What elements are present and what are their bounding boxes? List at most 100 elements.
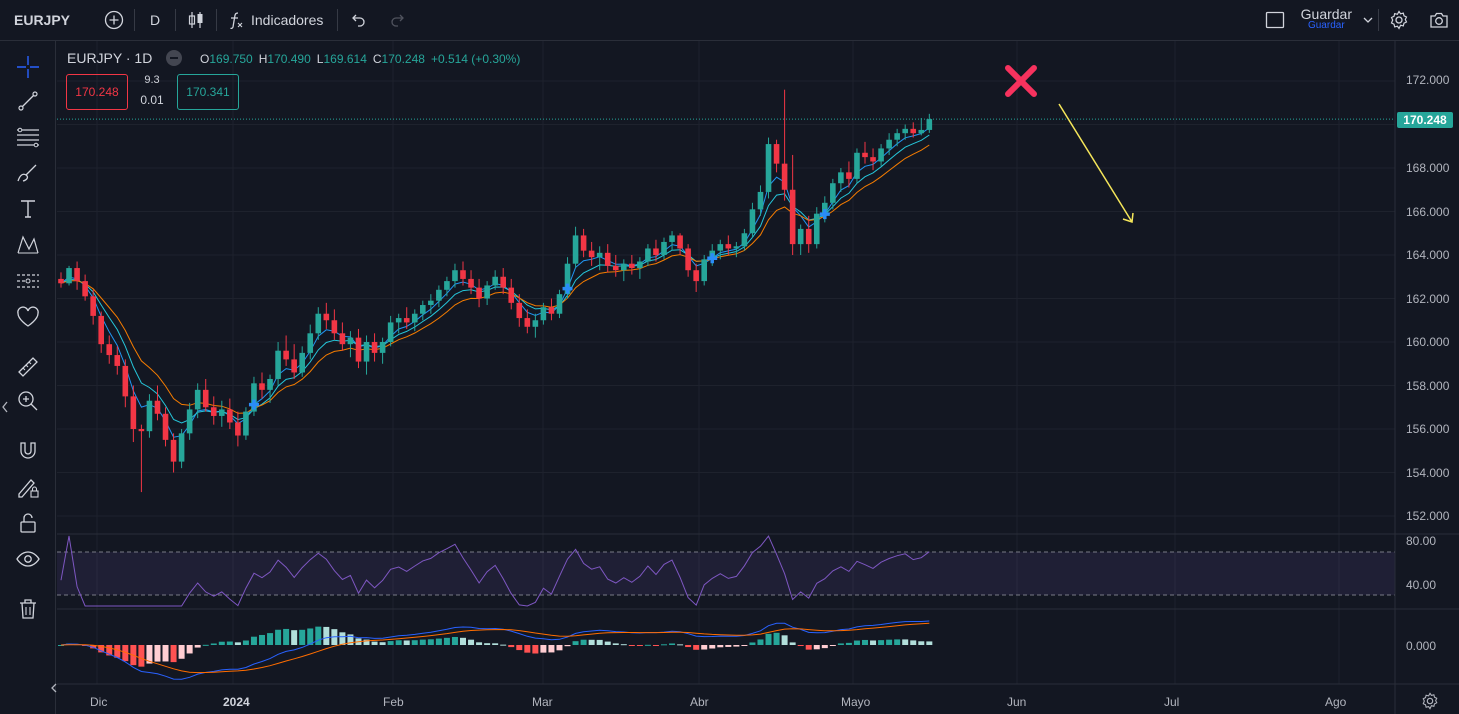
candle-body xyxy=(926,119,933,130)
trend-line-tool[interactable] xyxy=(10,85,46,117)
collapse-toolbar-button[interactable] xyxy=(0,397,10,417)
macd-histogram-bar xyxy=(701,645,708,650)
macd-histogram-bar xyxy=(805,645,812,650)
chart-canvas[interactable] xyxy=(57,41,1459,714)
remove-drawings-tool[interactable] xyxy=(10,593,46,625)
pencil-lock-icon xyxy=(18,479,39,498)
pattern-tool[interactable] xyxy=(10,229,46,261)
macd-histogram-bar xyxy=(387,641,394,645)
macd-histogram-bar xyxy=(186,645,193,654)
macd-histogram-bar xyxy=(500,644,507,646)
macd-histogram-bar xyxy=(845,642,852,645)
prediction-tool[interactable] xyxy=(10,265,46,297)
candle-body xyxy=(621,263,627,271)
macd-histogram-bar xyxy=(323,626,330,645)
crosshair-tool[interactable] xyxy=(10,51,46,83)
drawings[interactable] xyxy=(1005,65,1134,224)
candle-body xyxy=(411,313,418,323)
macd-histogram-bar xyxy=(98,645,105,653)
macd-histogram-bar xyxy=(170,645,177,663)
chart-legend-title[interactable]: EURJPY · 1D xyxy=(67,50,153,66)
price-tick: 172.000 xyxy=(1406,73,1450,87)
macd-histogram-bar xyxy=(299,629,306,645)
settings-button[interactable] xyxy=(1379,0,1419,41)
top-toolbar: EURJPY D Indicadores Guardar Guardar xyxy=(0,0,1459,41)
macd-histogram-bar xyxy=(612,643,619,645)
candle-body xyxy=(74,268,80,282)
candle-body xyxy=(781,163,788,190)
open-label: O xyxy=(200,52,210,66)
fib-tool[interactable] xyxy=(10,121,46,153)
macd-histogram-bar xyxy=(733,645,740,647)
candle-body xyxy=(733,246,740,249)
chart-type-button[interactable] xyxy=(176,0,216,41)
save-button[interactable]: Guardar Guardar xyxy=(1295,0,1358,41)
macd-histogram-bar xyxy=(154,645,161,662)
undo-button[interactable] xyxy=(338,0,378,41)
zoom-tool[interactable] xyxy=(10,385,46,417)
brush-tool[interactable] xyxy=(10,157,46,189)
measure-tool[interactable] xyxy=(10,351,46,383)
candle-body xyxy=(323,313,330,321)
favorites-tool[interactable] xyxy=(10,301,46,333)
macd-histogram-bar xyxy=(894,639,901,645)
text-tool[interactable] xyxy=(10,193,46,225)
macd-histogram-bar xyxy=(508,645,515,648)
chevron-left-icon xyxy=(51,683,57,693)
candle-body xyxy=(331,320,338,334)
candle-body xyxy=(130,396,137,429)
candle-body xyxy=(661,241,667,255)
macd-histogram-bar xyxy=(693,645,700,650)
candle-body xyxy=(894,133,900,140)
scroll-left-button[interactable] xyxy=(48,678,60,698)
chart-settings-button[interactable] xyxy=(1421,692,1439,714)
crosshair-icon xyxy=(17,56,39,78)
macd-histogram-bar xyxy=(122,645,129,662)
candle-body xyxy=(838,172,844,184)
candle-body xyxy=(395,318,402,323)
macd-histogram-bar xyxy=(853,640,860,645)
interval-button[interactable]: D xyxy=(149,12,161,28)
time-tick: Abr xyxy=(690,695,709,709)
plus-circle-icon xyxy=(104,10,124,30)
layout-button[interactable] xyxy=(1255,0,1295,41)
candle-body xyxy=(98,315,104,345)
heart-icon xyxy=(17,306,39,327)
candle-body xyxy=(476,287,482,299)
symbol-search-button[interactable]: EURJPY xyxy=(14,12,71,28)
candle-body xyxy=(548,307,555,314)
candle-body xyxy=(58,278,64,284)
macd-histogram-bar xyxy=(210,643,217,645)
macd-histogram-bar xyxy=(644,644,651,646)
macd-histogram-bar xyxy=(757,639,764,645)
candle-body xyxy=(701,259,707,282)
hide-drawings-tool[interactable] xyxy=(10,543,46,575)
redo-button[interactable] xyxy=(378,0,418,41)
buy-signal-marker xyxy=(707,253,718,264)
lock-drawings-tool[interactable] xyxy=(10,471,46,503)
save-menu-button[interactable] xyxy=(1358,0,1378,41)
indicators-button[interactable]: Indicadores xyxy=(217,0,333,41)
candle-body xyxy=(645,248,651,262)
macd-histogram-bar xyxy=(717,645,724,648)
candle-body xyxy=(870,157,876,162)
macd-histogram-bar xyxy=(484,643,491,645)
brush-icon xyxy=(17,164,37,182)
magnet-tool[interactable] xyxy=(10,435,46,467)
candle-body xyxy=(484,285,490,299)
sell-button[interactable]: 170.248 xyxy=(66,74,128,110)
macd-histogram-bar xyxy=(813,645,820,650)
snapshot-button[interactable] xyxy=(1419,0,1459,41)
x-mark-drawing[interactable] xyxy=(1005,65,1037,97)
market-status-button[interactable] xyxy=(166,50,182,66)
save-label: Guardar xyxy=(1300,6,1352,22)
add-symbol-button[interactable] xyxy=(94,0,134,41)
candle-body xyxy=(556,294,563,314)
lock-all-tool[interactable] xyxy=(10,507,46,539)
arrow-drawing[interactable] xyxy=(1058,103,1133,223)
candle-body xyxy=(797,228,804,245)
buy-button[interactable]: 170.341 xyxy=(177,74,239,110)
macd-histogram-bar xyxy=(460,637,466,645)
candle-body xyxy=(138,429,145,432)
macd-histogram-bar xyxy=(242,640,249,645)
